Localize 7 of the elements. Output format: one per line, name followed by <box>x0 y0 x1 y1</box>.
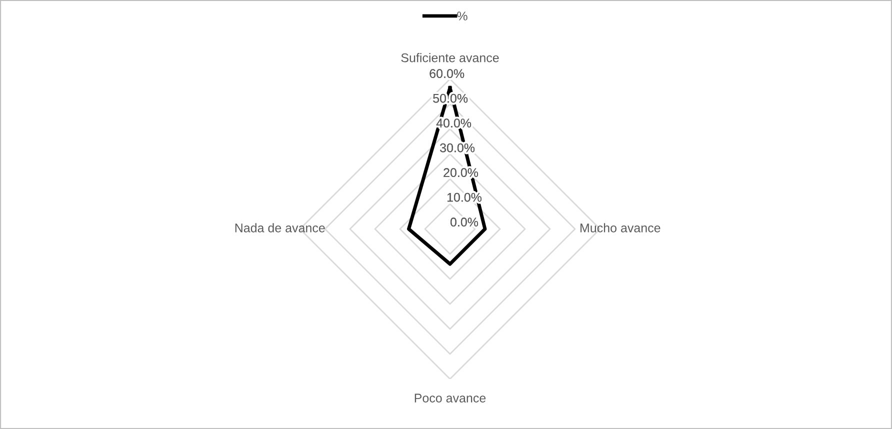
y-tick-label: 0.0% <box>450 218 478 227</box>
spoke-label: Nada de avance <box>235 223 325 232</box>
spoke-label: Poco avance <box>414 394 486 402</box>
legend-label: % <box>457 12 468 20</box>
y-tick-label: 60.0% <box>430 69 464 78</box>
spoke-label: Suficiente avance <box>401 53 499 62</box>
spoke-label: Mucho avance <box>580 223 660 232</box>
